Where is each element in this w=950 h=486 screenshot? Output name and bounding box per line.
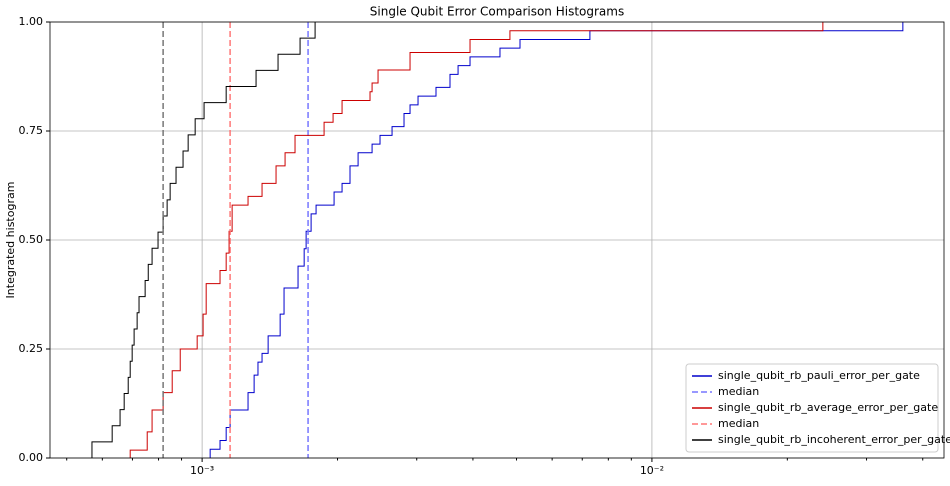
legend-label: median [718,385,759,398]
legend-label: single_qubit_rb_incoherent_error_per_gat… [718,433,950,446]
y-tick-label: 0.00 [19,451,44,464]
x-tick-label: 10⁻² [640,464,664,477]
legend: single_qubit_rb_pauli_error_per_gatemedi… [685,363,950,453]
step-line [209,22,904,458]
y-tick-label: 0.75 [19,124,44,137]
x-tick-label: 10⁻³ [190,464,214,477]
y-axis-label: Integrated histogram [4,182,17,299]
y-tick-label: 1.00 [19,15,44,28]
legend-box [685,363,939,453]
legend-label: median [718,417,759,430]
plot-frame [49,21,945,459]
legend-label: single_qubit_rb_pauli_error_per_gate [718,369,920,382]
step-line [91,22,316,458]
y-tick-label: 0.50 [19,233,44,246]
step-line [129,22,824,458]
legend-label: single_qubit_rb_average_error_per_gate [718,401,938,414]
chart-title: Single Qubit Error Comparison Histograms [370,5,624,19]
y-tick-label: 0.25 [19,342,44,355]
